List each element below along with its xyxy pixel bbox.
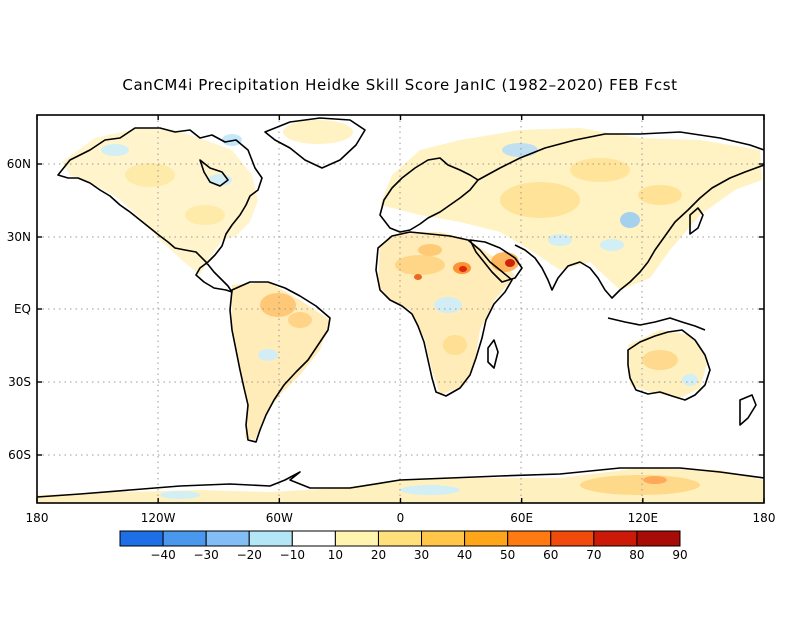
colorbar-swatch (334, 530, 379, 547)
lon-label: 0 (397, 511, 405, 525)
colorbar-label: −40 (150, 548, 175, 562)
new-zealand-coast (739, 394, 757, 426)
australia-coast (627, 329, 711, 401)
australia-skill (628, 330, 708, 398)
colorbar-swatch (162, 530, 207, 547)
antarctica-skill (37, 468, 764, 503)
greenland-coast (264, 117, 366, 169)
lat-label: 30N (7, 230, 31, 244)
colorbar-label: −10 (280, 548, 305, 562)
south-america-coast (229, 281, 331, 443)
lon-label: 120E (628, 511, 659, 525)
latitude-labels: 60N 30N EQ 30S 60S (7, 157, 31, 462)
south-america-skill (232, 282, 330, 440)
arabia-skill (491, 252, 519, 272)
colorbar-swatch (119, 530, 164, 547)
axis-ticks (36, 115, 765, 503)
colorbar-label: −30 (193, 548, 218, 562)
lon-label: 60E (510, 511, 533, 525)
colorbar-swatch (291, 530, 336, 547)
colorbar-label: 40 (457, 548, 472, 562)
colorbar-swatch (205, 530, 250, 547)
lon-label: 60W (266, 511, 293, 525)
antarctica-coast (37, 467, 764, 498)
africa-skill (378, 232, 515, 395)
lat-label: EQ (14, 302, 31, 316)
coastlines (37, 117, 764, 498)
colorbar-swatch (593, 530, 638, 547)
colorbar-swatch (507, 530, 552, 547)
longitude-labels: 180 120W 60W 0 60E 120E 180 (26, 511, 776, 525)
colorbar-swatch (248, 530, 293, 547)
madagascar-coast (487, 339, 499, 369)
colorbar-swatch (636, 530, 681, 547)
arabia-coast (469, 239, 523, 283)
colorbar-label: 70 (586, 548, 601, 562)
colorbar-label: 50 (500, 548, 515, 562)
indonesia-coast (607, 317, 706, 331)
japan-coast (689, 207, 704, 235)
lon-label: 180 (26, 511, 49, 525)
colorbar-swatch (550, 530, 595, 547)
colorbar-swatch (421, 530, 466, 547)
lon-label: 120W (141, 511, 176, 525)
colorbar-swatch (464, 530, 509, 547)
colorbar-label: 60 (543, 548, 558, 562)
map-title: CanCM4i Precipitation Heidke Skill Score… (122, 76, 678, 94)
asia-coast (477, 131, 764, 299)
colorbar-label: −20 (237, 548, 262, 562)
lat-label: 60S (8, 448, 31, 462)
lon-label: 180 (753, 511, 776, 525)
skill-field (37, 120, 764, 503)
north-america-coast (57, 127, 263, 293)
lat-label: 60N (7, 157, 31, 171)
hudson-bay-coast (199, 159, 229, 187)
colorbar-label: 10 (328, 548, 343, 562)
africa-coast (375, 231, 513, 397)
gridlines (37, 115, 764, 503)
colorbar-label: 80 (629, 548, 644, 562)
colorbar-label: 30 (414, 548, 429, 562)
colorbar-swatch (377, 530, 423, 547)
colorbar-label: 20 (371, 548, 386, 562)
colorbar-label: 90 (672, 548, 687, 562)
lat-label: 30S (8, 375, 31, 389)
colorbar: −40 −30 −20 −10 10 20 30 40 50 60 70 80 90 (119, 530, 688, 562)
north-america-skill (62, 120, 353, 275)
